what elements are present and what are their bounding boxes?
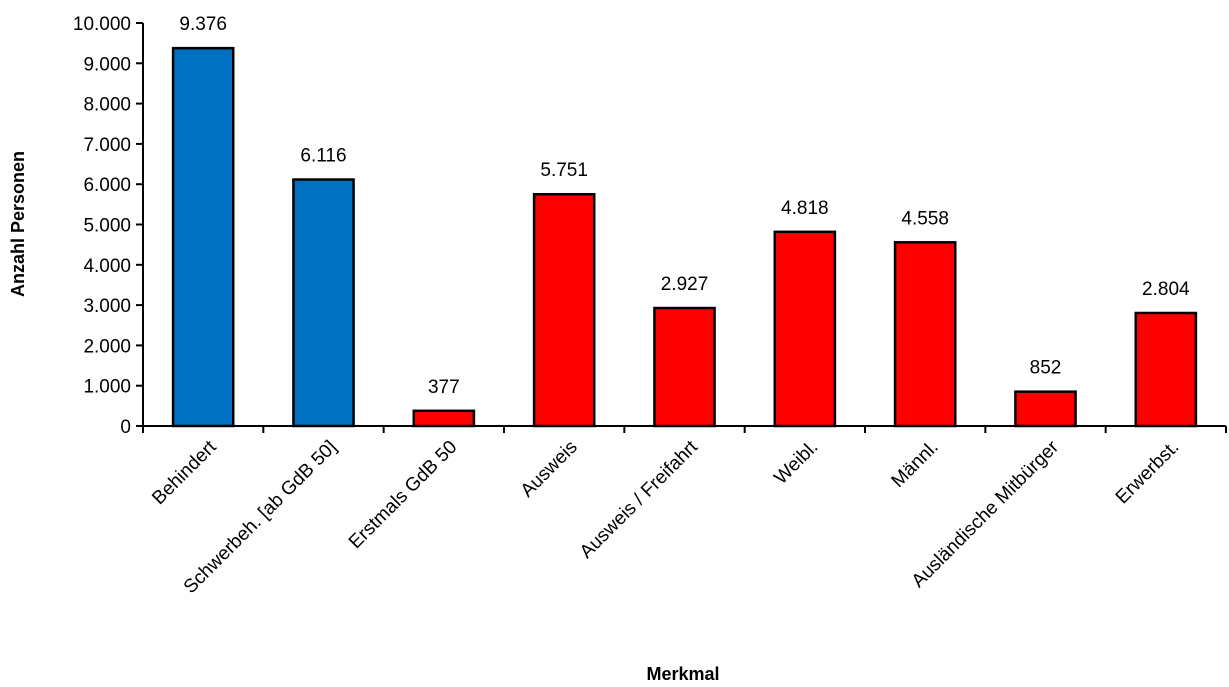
bar-value-label: 4.558 bbox=[901, 208, 949, 229]
y-axis-title: Anzahl Personen bbox=[8, 151, 28, 297]
x-tick-label: Erstmals GdB 50 bbox=[345, 437, 461, 553]
x-axis-title: Merkmal bbox=[646, 664, 719, 684]
bar bbox=[532, 192, 596, 428]
bar bbox=[1014, 390, 1077, 428]
x-tick-label: Weibl. bbox=[770, 437, 822, 489]
y-tick-label: 0 bbox=[120, 417, 131, 438]
x-tick-label: Ausweis bbox=[517, 437, 582, 502]
bar-value-label: 2.927 bbox=[661, 274, 709, 295]
y-tick-label: 2.000 bbox=[83, 336, 131, 357]
bar bbox=[1134, 311, 1198, 428]
y-tick-label: 7.000 bbox=[83, 135, 131, 156]
bar bbox=[292, 178, 355, 428]
bar-value-label: 377 bbox=[428, 377, 460, 398]
bar-value-label: 852 bbox=[1030, 358, 1062, 379]
bars bbox=[171, 46, 1198, 428]
y-tick-label: 9.000 bbox=[83, 54, 131, 75]
x-tick-label: Männl. bbox=[888, 437, 943, 492]
bar-value-label: 6.116 bbox=[300, 146, 346, 167]
bar-value-label: 5.751 bbox=[540, 160, 588, 181]
bar bbox=[773, 230, 837, 428]
bar bbox=[412, 409, 476, 428]
x-tick-label: Erwerbst. bbox=[1112, 437, 1184, 509]
y-tick-label: 10.000 bbox=[73, 14, 131, 35]
y-axis-ticks: 0 1.000 2.000 3.000 4.000 5.000 6.000 7.000 8.00… bbox=[73, 14, 143, 438]
y-tick-label: 8.000 bbox=[83, 95, 131, 116]
x-tick-label: Ausweis / Freifahrt bbox=[576, 436, 703, 563]
data-labels: 9.376 6.116 377 5.751 2.927 4.818 4.558 852 2.80… bbox=[179, 14, 1190, 398]
bar bbox=[171, 46, 235, 428]
y-tick-label: 5.000 bbox=[83, 216, 131, 237]
x-tick-label: Behindert bbox=[148, 436, 221, 509]
y-tick-label: 4.000 bbox=[83, 256, 131, 277]
bar-value-label: 2.804 bbox=[1142, 279, 1190, 300]
y-tick-label: 1.000 bbox=[83, 377, 131, 398]
bar-value-label: 4.818 bbox=[781, 198, 829, 219]
bar-value-label: 9.376 bbox=[179, 14, 227, 35]
bar bbox=[653, 306, 716, 428]
y-tick-label: 3.000 bbox=[83, 296, 131, 317]
y-tick-label: 6.000 bbox=[83, 175, 131, 196]
bar bbox=[893, 241, 957, 428]
